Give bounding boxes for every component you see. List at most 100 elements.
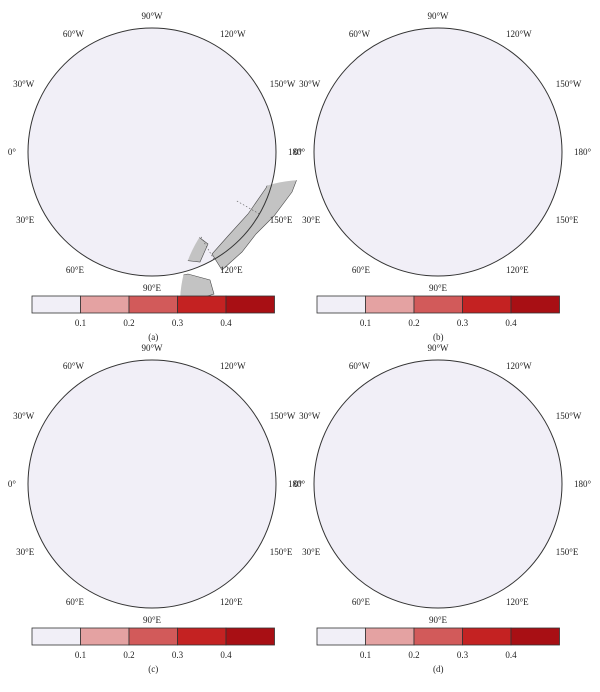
colorbar-tick-label: 0.2 xyxy=(408,318,419,328)
colorbar-tick-label: 0.4 xyxy=(220,318,232,328)
colorbar-tick-label: 0.2 xyxy=(123,318,134,328)
colorbar-bin xyxy=(413,295,463,314)
longitude-label: 0° xyxy=(294,479,303,489)
panel-label: (a) xyxy=(148,332,158,342)
longitude-label: 120°W xyxy=(220,29,246,39)
panel-label: (d) xyxy=(433,664,444,674)
colorbar-tick-label: 0.1 xyxy=(75,650,86,660)
polar-map-b: 90°W 120°W 150°W 180° 150°E 120°E 90°E 60°E 30°E… xyxy=(294,11,592,293)
longitude-label: 0° xyxy=(8,147,17,157)
colorbar-bin xyxy=(31,627,81,646)
colorbar-bin xyxy=(128,627,178,646)
colorbar-bin xyxy=(225,627,275,646)
longitude-label: 180° xyxy=(574,479,592,489)
longitude-label: 60°W xyxy=(63,29,85,39)
colorbar-bin xyxy=(177,627,227,646)
longitude-label: 30°E xyxy=(16,547,35,557)
colorbar-tick-label: 0.3 xyxy=(457,650,469,660)
longitude-label: 120°W xyxy=(506,361,532,371)
longitude-label: 180° xyxy=(288,147,306,157)
colorbar-bin xyxy=(462,295,512,314)
map-rim xyxy=(313,359,563,609)
colorbar-tick-label: 0.3 xyxy=(172,318,184,328)
longitude-label: 30°E xyxy=(16,215,35,225)
longitude-label: 120°W xyxy=(220,361,246,371)
longitude-label: 150°W xyxy=(270,411,296,421)
panel-label: (c) xyxy=(148,664,158,674)
longitude-label: 90°W xyxy=(141,11,163,21)
colorbar-tick-label: 0.1 xyxy=(360,318,371,328)
colorbar-tick-label: 0.4 xyxy=(505,318,517,328)
longitude-label: 30°E xyxy=(302,547,321,557)
colorbar-bin xyxy=(413,627,463,646)
colorbar-tick-label: 0.4 xyxy=(220,650,232,660)
colorbar-tick-label: 0.3 xyxy=(172,650,184,660)
colorbar-bin xyxy=(80,295,130,314)
colorbar-bin xyxy=(128,295,178,314)
map-disc xyxy=(314,360,562,608)
colorbar: 0.1 0.2 0.3 0.4 xyxy=(316,295,560,328)
map-disc xyxy=(28,28,276,276)
longitude-label: 30°W xyxy=(13,79,35,89)
longitude-label: 60°W xyxy=(349,361,371,371)
longitude-label: 30°W xyxy=(299,79,321,89)
longitude-label: 120°E xyxy=(506,265,529,275)
panel-label: (b) xyxy=(433,332,444,342)
colorbar-tick-label: 0.3 xyxy=(457,318,469,328)
longitude-label: 60°W xyxy=(349,29,371,39)
longitude-label: 90°E xyxy=(143,615,162,625)
longitude-label: 90°W xyxy=(427,11,449,21)
longitude-label: 60°E xyxy=(66,265,85,275)
longitude-label: 150°E xyxy=(556,215,579,225)
longitude-label: 90°E xyxy=(429,283,448,293)
polar-map-c: 90°W 120°W 150°W 180° 150°E 120°E 90°E 60°E 30°E… xyxy=(8,343,306,625)
longitude-label: 180° xyxy=(574,147,592,157)
colorbar: 0.1 0.2 0.3 0.4 xyxy=(31,627,275,660)
longitude-label: 150°W xyxy=(270,79,296,89)
colorbar-tick-label: 0.1 xyxy=(360,650,371,660)
colorbar-bin xyxy=(225,295,275,314)
colorbar: 0.1 0.2 0.3 0.4 xyxy=(316,627,560,660)
polar-map-d: 90°W 120°W 150°W 180° 150°E 120°E 90°E 60°E 30°E… xyxy=(294,343,592,625)
colorbar-bin xyxy=(510,295,560,314)
longitude-label: 90°W xyxy=(427,343,449,353)
longitude-label: 120°E xyxy=(220,265,243,275)
longitude-label: 90°W xyxy=(141,343,163,353)
colorbar-bin xyxy=(365,627,415,646)
longitude-label: 0° xyxy=(8,479,17,489)
longitude-label: 60°E xyxy=(66,597,85,607)
longitude-label: 180° xyxy=(288,479,306,489)
map-rim xyxy=(27,359,277,609)
colorbar-bin xyxy=(316,295,366,314)
map-disc xyxy=(28,360,276,608)
longitude-label: 150°W xyxy=(556,79,582,89)
colorbar: 0.1 0.2 0.3 0.4 xyxy=(31,295,275,328)
longitude-label: 90°E xyxy=(143,283,162,293)
polar-map-a: 90°W 120°W 150°W 180° 150°E 120°E 90°E 60°E 30°E… xyxy=(8,11,311,309)
longitude-label: 150°E xyxy=(556,547,579,557)
colorbar-tick-label: 0.2 xyxy=(123,650,134,660)
longitude-label: 0° xyxy=(294,147,303,157)
colorbar-bin xyxy=(462,627,512,646)
longitude-label: 150°W xyxy=(556,411,582,421)
colorbar-bin xyxy=(177,295,227,314)
colorbar-tick-label: 0.4 xyxy=(505,650,517,660)
longitude-label: 150°E xyxy=(270,215,293,225)
longitude-label: 60°E xyxy=(352,597,371,607)
colorbar-bin xyxy=(365,295,415,314)
colorbar-bin xyxy=(80,627,130,646)
longitude-label: 30°W xyxy=(299,411,321,421)
longitude-label: 30°E xyxy=(302,215,321,225)
colorbar-tick-label: 0.2 xyxy=(408,650,419,660)
longitude-label: 120°E xyxy=(506,597,529,607)
longitude-label: 60°E xyxy=(352,265,371,275)
longitude-label: 60°W xyxy=(63,361,85,371)
longitude-label: 120°W xyxy=(506,29,532,39)
colorbar-bin xyxy=(510,627,560,646)
longitude-label: 120°E xyxy=(220,597,243,607)
map-rim xyxy=(27,27,277,277)
map-rim xyxy=(313,27,563,277)
colorbar-bin xyxy=(31,295,81,314)
longitude-label: 30°W xyxy=(13,411,35,421)
